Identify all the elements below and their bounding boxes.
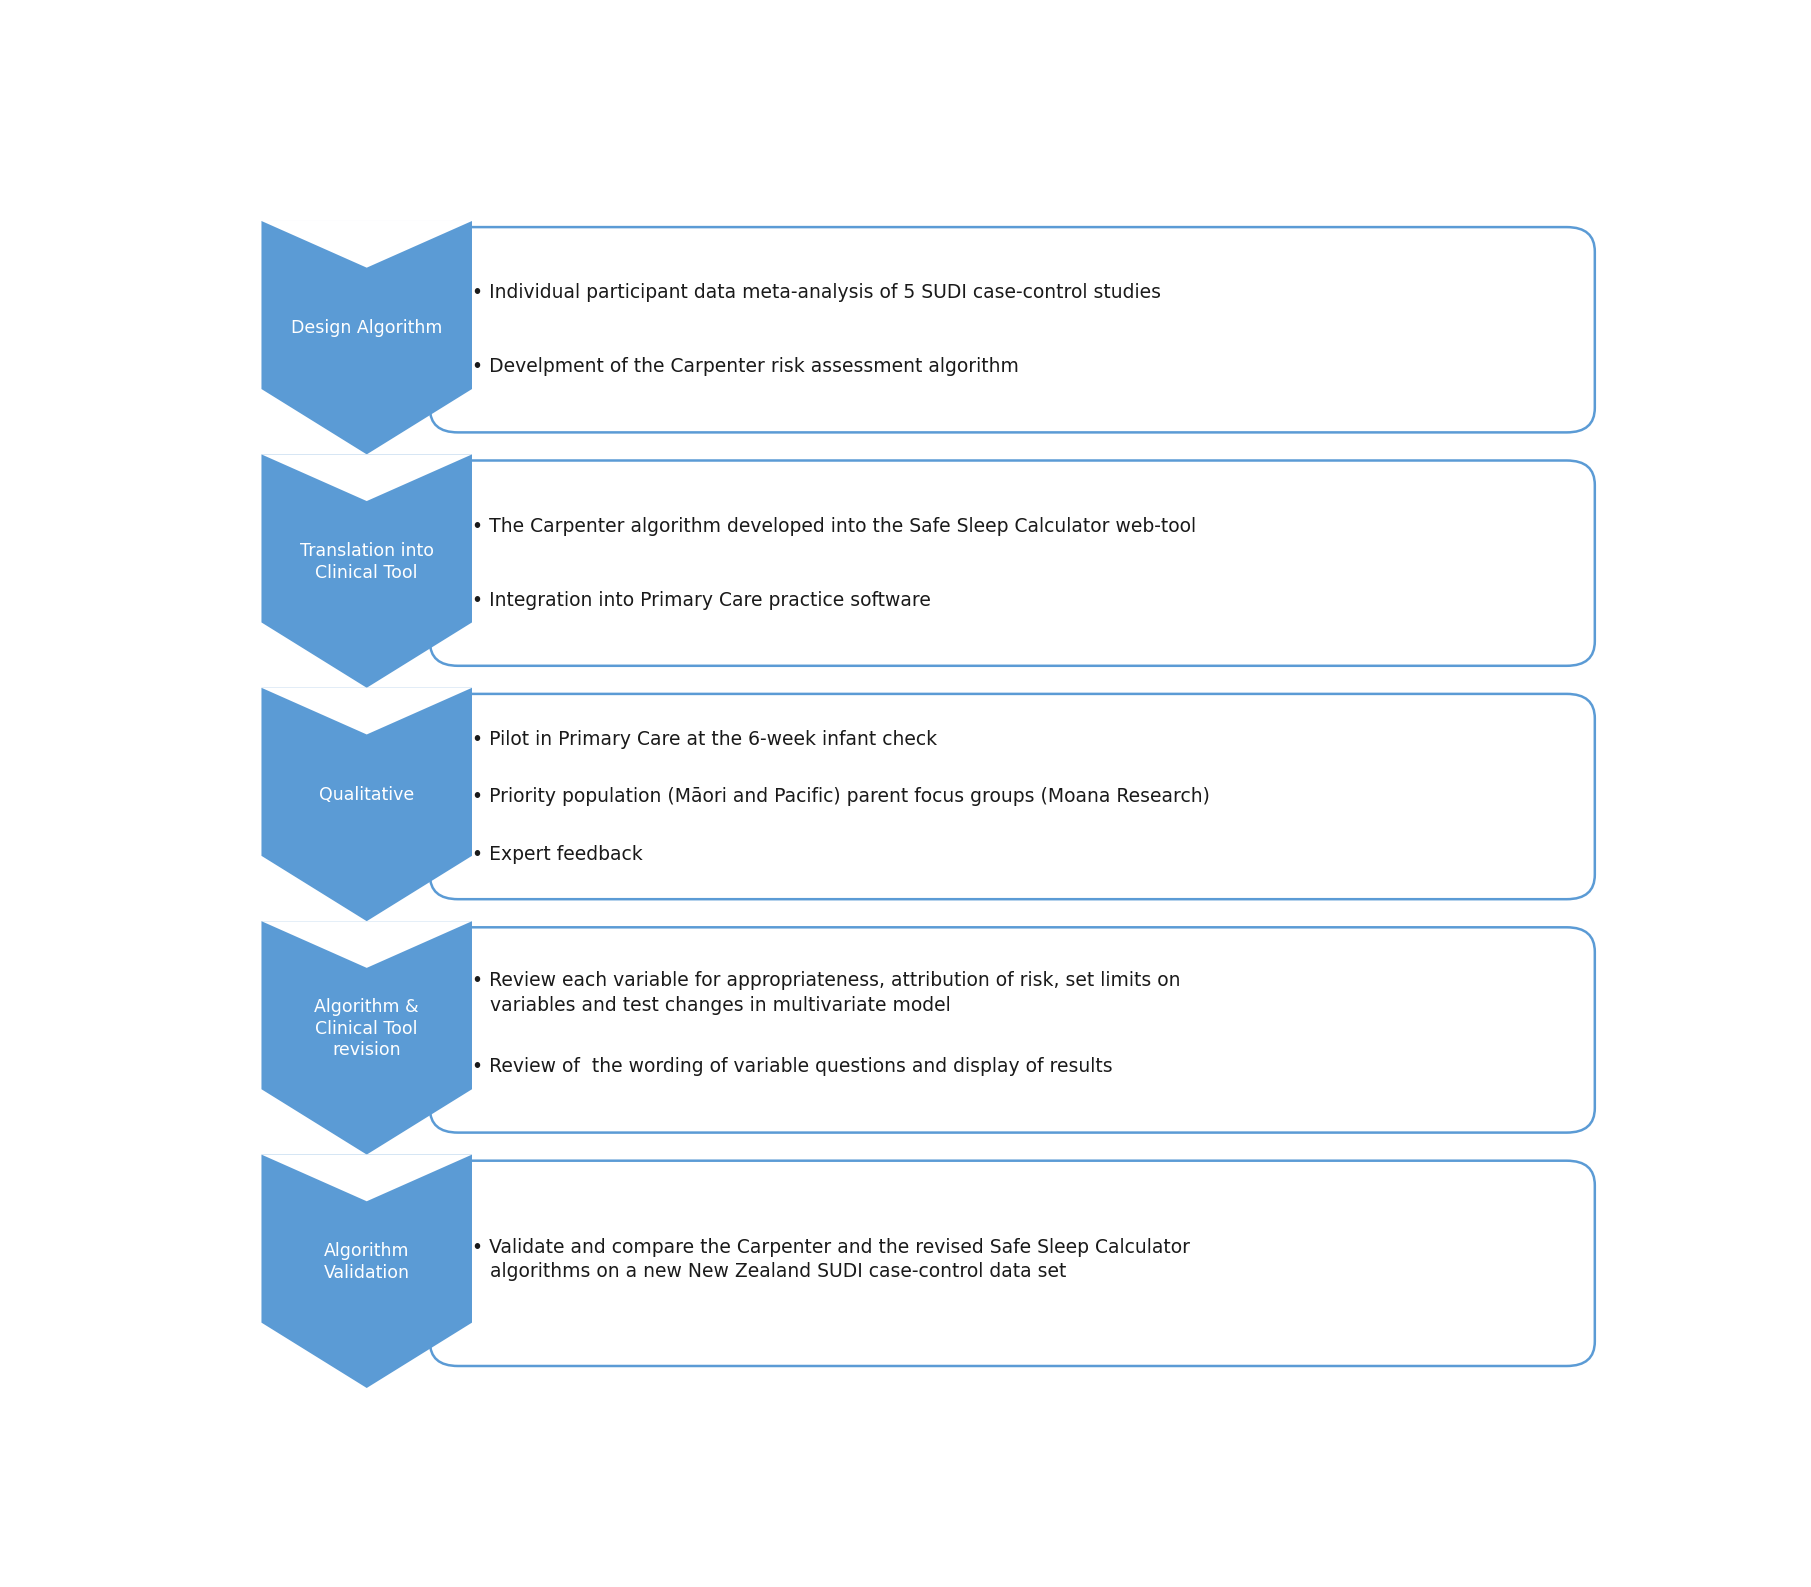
Text: • Develpment of the Carpenter risk assessment algorithm: • Develpment of the Carpenter risk asses…	[473, 357, 1020, 376]
Text: • Validate and compare the Carpenter and the revised Safe Sleep Calculator
   al: • Validate and compare the Carpenter and…	[473, 1238, 1190, 1281]
Polygon shape	[261, 454, 473, 501]
Polygon shape	[261, 920, 473, 968]
Polygon shape	[261, 221, 473, 454]
Text: Algorithm &
Clinical Tool
revision: Algorithm & Clinical Tool revision	[315, 998, 418, 1059]
Text: • The Carpenter algorithm developed into the Safe Sleep Calculator web-tool: • The Carpenter algorithm developed into…	[473, 517, 1195, 536]
Text: • Individual participant data meta-analysis of 5 SUDI case-control studies: • Individual participant data meta-analy…	[473, 284, 1161, 302]
Polygon shape	[261, 454, 473, 687]
Polygon shape	[261, 920, 473, 1155]
Polygon shape	[261, 687, 473, 735]
FancyBboxPatch shape	[429, 460, 1595, 667]
Polygon shape	[261, 221, 473, 268]
Text: Translation into
Clinical Tool: Translation into Clinical Tool	[301, 543, 433, 581]
Text: • Integration into Primary Care practice software: • Integration into Primary Care practice…	[473, 590, 931, 609]
Text: • Expert feedback: • Expert feedback	[473, 844, 643, 863]
Polygon shape	[261, 687, 473, 920]
FancyBboxPatch shape	[429, 227, 1595, 432]
Text: • Review of  the wording of variable questions and display of results: • Review of the wording of variable ques…	[473, 1057, 1112, 1076]
Text: Algorithm
Validation: Algorithm Validation	[324, 1243, 409, 1282]
FancyBboxPatch shape	[429, 927, 1595, 1133]
Text: Qualitative: Qualitative	[319, 786, 415, 805]
Text: Design Algorithm: Design Algorithm	[292, 319, 442, 338]
Text: • Review each variable for appropriateness, attribution of risk, set limits on
 : • Review each variable for appropriatene…	[473, 971, 1181, 1014]
Text: • Priority population (Māori and Pacific) parent focus groups (Moana Research): • Priority population (Māori and Pacific…	[473, 787, 1210, 806]
Text: • Pilot in Primary Care at the 6-week infant check: • Pilot in Primary Care at the 6-week in…	[473, 730, 936, 749]
Polygon shape	[261, 1155, 473, 1389]
FancyBboxPatch shape	[429, 694, 1595, 900]
Polygon shape	[261, 1155, 473, 1201]
FancyBboxPatch shape	[429, 1160, 1595, 1366]
